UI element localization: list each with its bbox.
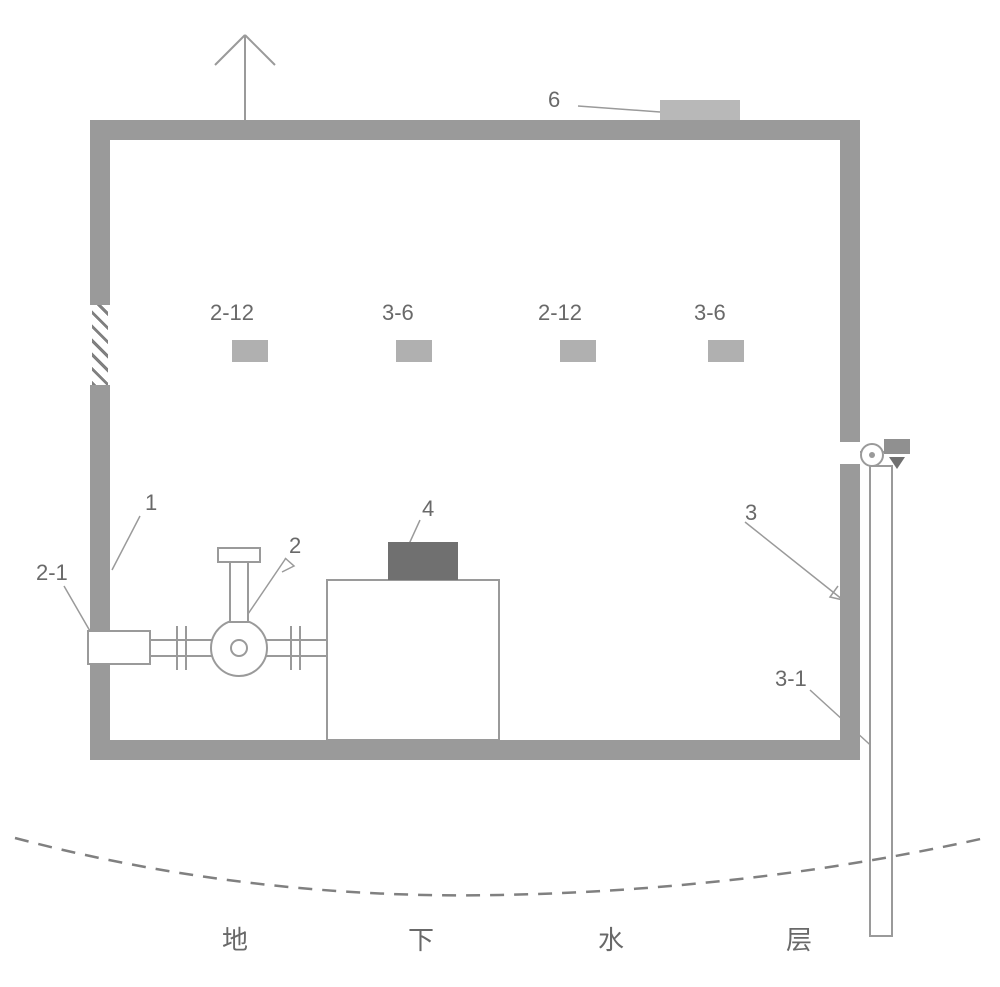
ground-char-3: 水 xyxy=(598,920,624,957)
ground-char-1: 地 xyxy=(222,920,248,957)
ground-char-2: 下 xyxy=(408,920,434,957)
ground-char-4: 层 xyxy=(786,920,812,957)
groundwater-line xyxy=(0,0,1000,987)
